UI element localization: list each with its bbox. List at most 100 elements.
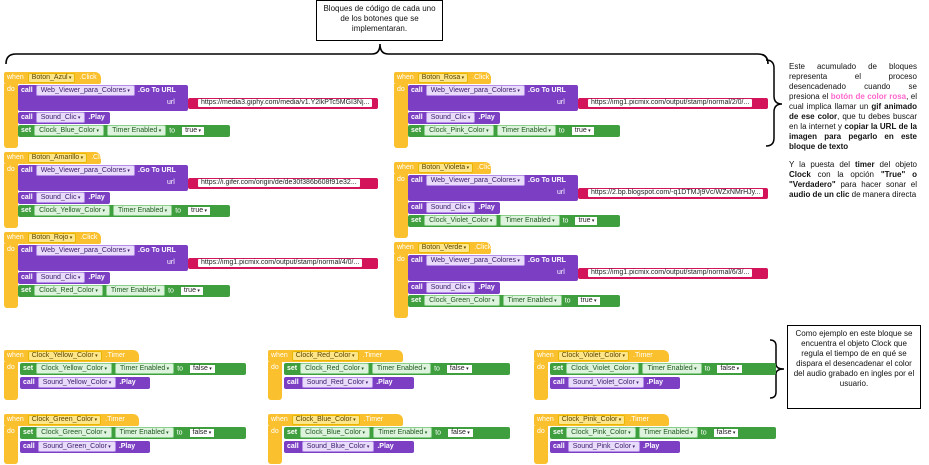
clock-chip[interactable]: Clock_Yellow_Color <box>36 363 113 374</box>
url-text-block[interactable]: https://i.gifer.com/origin/de/de30f386b6… <box>188 178 378 189</box>
webviewer-chip[interactable]: Web_Viewer_para_Colores <box>35 165 135 176</box>
clock-chip[interactable]: Clock_Blue_Color <box>34 125 105 136</box>
clock-chip[interactable]: Clock_Pink_Color <box>566 427 636 438</box>
property-chip[interactable]: Timer Enabled <box>371 363 432 374</box>
sound-chip[interactable]: Sound_Green_Color <box>37 441 116 452</box>
sound-chip[interactable]: Sound_Blue_Color <box>301 441 375 452</box>
clock-chip[interactable]: Clock_Violet_Color <box>566 363 640 374</box>
property-chip[interactable]: Timer Enabled <box>642 363 702 374</box>
url-value[interactable]: https://img1.picmix.com/output/stamp/nor… <box>588 269 753 278</box>
url-text-block[interactable]: https://img1.picmix.com/output/stamp/nor… <box>188 258 378 269</box>
clock-chip[interactable]: Clock_Red_Color <box>300 363 369 374</box>
component-selector[interactable]: Boton_Violeta <box>417 163 474 173</box>
sound-clic-chip[interactable]: Sound_Clic <box>35 112 86 123</box>
false-value[interactable]: false <box>712 427 740 438</box>
clock-chip[interactable]: Clock_Yellow_Color <box>34 205 111 216</box>
webviewer-chip[interactable]: Web_Viewer_para_Colores <box>425 255 525 266</box>
clock-chip[interactable]: Clock_Red_Color <box>34 285 103 296</box>
true-value[interactable]: true <box>187 205 212 216</box>
clock-chip[interactable]: Clock_Blue_Color <box>300 427 371 438</box>
component-selector[interactable]: Boton_Verde <box>417 243 471 253</box>
component-selector[interactable]: Boton_Rojo <box>27 233 77 243</box>
url-text-block[interactable]: https://img1.picmix.com/output/stamp/nor… <box>578 268 768 279</box>
clock-selector[interactable]: Clock_Blue_Color <box>291 415 360 425</box>
property-chip[interactable]: Timer Enabled <box>502 295 562 306</box>
sound-chip[interactable]: Sound_Yellow_Color <box>37 377 117 388</box>
component-selector[interactable]: Boton_Rosa <box>417 73 469 83</box>
url-text-block[interactable]: https://media3.giphy.com/media/v1.Y2lkPT… <box>188 98 378 109</box>
clock-selector[interactable]: Clock_Green_Color <box>27 415 102 425</box>
property-chip[interactable]: Timer Enabled <box>115 363 175 374</box>
true-value[interactable]: true <box>179 285 204 296</box>
clock-selector[interactable]: Clock_Pink_Color <box>557 415 626 425</box>
clock-chip[interactable]: Clock_Pink_Color <box>424 125 494 136</box>
true-value[interactable]: true <box>576 295 601 306</box>
sound-clic-chip[interactable]: Sound_Clic <box>425 112 476 123</box>
false-value[interactable]: false <box>716 363 744 374</box>
url-value[interactable]: https://img1.picmix.com/output/stamp/nor… <box>588 99 753 108</box>
property-chip[interactable]: Timer Enabled <box>114 427 174 438</box>
webviewer-chip[interactable]: Web_Viewer_para_Colores <box>35 245 135 256</box>
property-chip[interactable]: Timer Enabled <box>107 125 167 136</box>
url-value[interactable]: https://i.gifer.com/origin/de/de30f386b6… <box>198 179 360 188</box>
webviewer-chip[interactable]: Web_Viewer_para_Colores <box>425 175 525 186</box>
url-value[interactable]: https://2.bp.blogspot.com/-q1DTMJj9Vc/WZ… <box>588 189 764 198</box>
property-chip[interactable]: Timer Enabled <box>113 205 173 216</box>
url-value[interactable]: https://img1.picmix.com/output/stamp/nor… <box>198 259 363 268</box>
property-chip[interactable]: Timer Enabled <box>496 125 556 136</box>
false-value[interactable]: false <box>445 363 473 374</box>
sound-clic-chip[interactable]: Sound_Clic <box>425 202 476 213</box>
clock-selector[interactable]: Clock_Violet_Color <box>557 351 630 361</box>
true-value[interactable]: true <box>181 125 206 136</box>
property-chip[interactable]: Timer Enabled <box>500 215 560 226</box>
true-value[interactable]: true <box>570 125 595 136</box>
false-value[interactable]: false <box>447 427 474 438</box>
url-text-block[interactable]: https://img1.picmix.com/output/stamp/nor… <box>578 98 768 109</box>
sound-clic-chip[interactable]: Sound_Clic <box>425 282 476 293</box>
clock-chip[interactable]: Clock_Violet_Color <box>424 215 498 226</box>
false-value[interactable]: false <box>188 427 216 438</box>
property-chip[interactable]: Timer Enabled <box>373 427 433 438</box>
false-value[interactable]: false <box>189 363 216 374</box>
sound-chip[interactable]: Sound_Red_Color <box>301 377 374 388</box>
sound-clic-chip[interactable]: Sound_Clic <box>35 272 86 283</box>
clock-chip[interactable]: Clock_Green_Color <box>36 427 112 438</box>
property-chip[interactable]: Timer Enabled <box>638 427 698 438</box>
url-value[interactable]: https://media3.giphy.com/media/v1.Y2lkPT… <box>198 99 373 108</box>
sound-chip[interactable]: Sound_Pink_Color <box>567 441 640 452</box>
clock-chip[interactable]: Clock_Green_Color <box>424 295 500 306</box>
true-value[interactable]: true <box>574 215 599 226</box>
